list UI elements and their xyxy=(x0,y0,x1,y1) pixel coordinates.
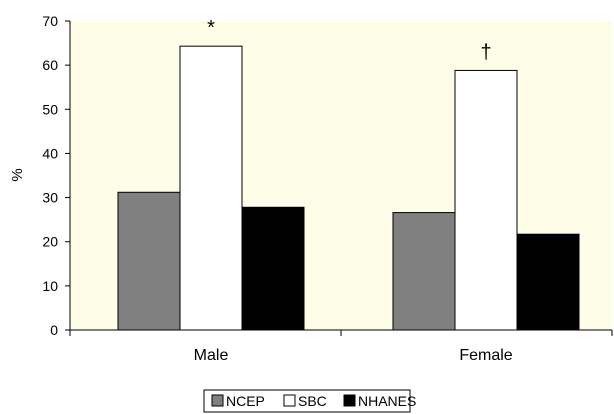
legend-label-ncep: NCEP xyxy=(226,393,265,409)
y-tick-label: 0 xyxy=(50,322,58,338)
bar-nhanes-female xyxy=(516,233,580,331)
x-categories-group: Male Female xyxy=(69,330,613,364)
y-tick-label: 60 xyxy=(42,57,58,73)
legend: NCEP SBC NHANES xyxy=(203,389,416,413)
y-tick-label: 40 xyxy=(42,145,58,161)
bar-annotation: † xyxy=(480,41,491,63)
y-tick-label: 10 xyxy=(42,278,58,294)
x-category-label: Male xyxy=(194,347,229,364)
y-tick-label: 30 xyxy=(42,190,58,206)
x-category-label: Female xyxy=(459,347,512,364)
bar-sbc-male xyxy=(179,45,243,331)
bar-sbc-female xyxy=(454,69,518,331)
legend-label-nhanes: NHANES xyxy=(358,393,416,409)
bar-ncep-male xyxy=(117,191,181,331)
y-ticks-group: 0 10 20 30 40 50 60 70 xyxy=(42,13,70,338)
bar-ncep-female xyxy=(392,212,456,331)
legend-label-sbc: SBC xyxy=(298,393,327,409)
bar-annotation: * xyxy=(207,17,215,39)
y-tick-label: 70 xyxy=(42,13,58,29)
y-axis-label: % xyxy=(9,168,26,181)
annotations-group: *† xyxy=(207,17,491,63)
bars-group xyxy=(117,45,580,331)
bar-nhanes-male xyxy=(241,206,305,331)
legend-box xyxy=(203,389,411,413)
y-tick-label: 50 xyxy=(42,101,58,117)
legend-swatch-sbc xyxy=(283,394,296,407)
legend-swatch-nhanes xyxy=(343,394,356,407)
legend-swatch-ncep xyxy=(211,394,224,407)
y-tick-label: 20 xyxy=(42,234,58,250)
